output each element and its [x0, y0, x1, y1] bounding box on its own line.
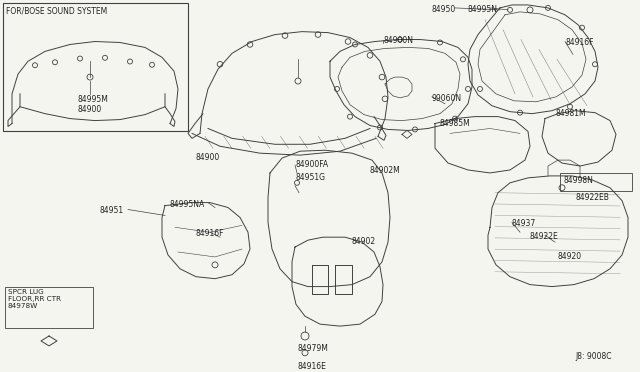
Text: 84902M: 84902M: [370, 166, 401, 175]
Text: 84916E: 84916E: [298, 362, 327, 371]
Bar: [5, 286, 93, 328]
Bar: [3, 3, 188, 131]
Bar: [560, 173, 632, 191]
Text: 84998N: 84998N: [563, 176, 593, 185]
Text: 84995M: 84995M: [78, 95, 109, 104]
Text: 99060N: 99060N: [432, 94, 462, 103]
Text: 84916F: 84916F: [195, 229, 223, 238]
Text: 84922E: 84922E: [530, 232, 559, 241]
Text: 84979M: 84979M: [298, 344, 329, 353]
Text: 84985M: 84985M: [440, 119, 471, 128]
Text: 84981M: 84981M: [555, 109, 586, 118]
Text: 84950: 84950: [432, 5, 456, 14]
Text: 84900N: 84900N: [383, 36, 413, 45]
Text: 84900: 84900: [78, 105, 102, 114]
Text: 84902: 84902: [352, 237, 376, 246]
Text: 84995N: 84995N: [467, 5, 497, 14]
Text: 84995NA: 84995NA: [170, 200, 205, 209]
Text: SPCR LUG
FLOOR,RR CTR
84978W: SPCR LUG FLOOR,RR CTR 84978W: [8, 289, 61, 308]
Text: 84900FA: 84900FA: [295, 160, 328, 169]
Text: J8: 9008C: J8: 9008C: [575, 352, 611, 361]
Text: 84920: 84920: [558, 252, 582, 261]
Text: 84922EB: 84922EB: [575, 193, 609, 202]
Text: 84951G: 84951G: [295, 173, 325, 182]
Text: 84937: 84937: [512, 219, 536, 228]
Text: FOR/BOSE SOUND SYSTEM: FOR/BOSE SOUND SYSTEM: [6, 7, 108, 16]
Text: 84951: 84951: [100, 206, 124, 215]
Text: 84916F: 84916F: [565, 38, 593, 46]
Text: 84900: 84900: [195, 153, 220, 162]
